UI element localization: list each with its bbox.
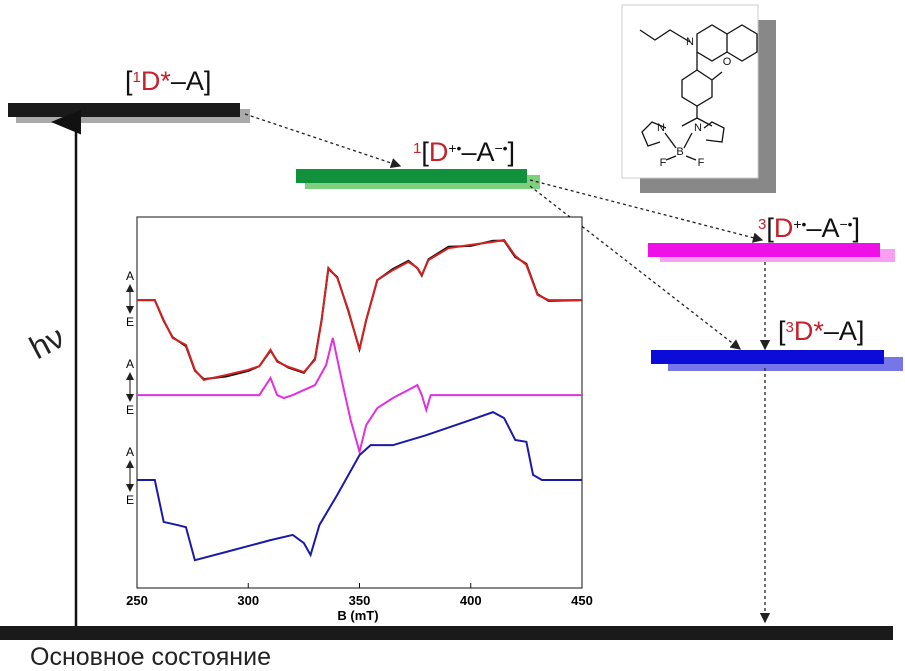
phase-label: A — [126, 445, 134, 459]
level-label: [3D*–A] — [778, 316, 864, 346]
spectrum — [137, 238, 582, 381]
phase-label: E — [126, 403, 134, 417]
excitation-label: hν — [23, 318, 70, 366]
transfer-arrow — [529, 179, 764, 243]
label-part: −• — [494, 140, 507, 156]
label-part: +• — [793, 216, 806, 232]
atom-label: N — [686, 36, 694, 48]
phase-label: A — [126, 269, 134, 283]
level-label: 1[D+•–A−•] — [413, 137, 515, 167]
label-part: [ — [766, 213, 774, 243]
atom-label: N — [657, 122, 665, 134]
transfer-arrow — [529, 185, 742, 350]
label-part: 3 — [786, 319, 794, 336]
label-part: [ — [778, 316, 786, 346]
label-part: D — [774, 213, 794, 243]
level-label: 3[D+•–A−•] — [758, 213, 860, 243]
level-t1 — [651, 350, 884, 364]
atom-label: O — [723, 56, 732, 68]
phase-label: E — [126, 493, 134, 507]
x-tick-label: 250 — [126, 593, 148, 608]
x-axis-label: B (mT) — [337, 608, 378, 623]
inset-chart: 250 300 350 400 450 A E A E A E — [126, 238, 593, 608]
level-triplet-cs — [648, 243, 880, 257]
label-part: 3 — [758, 216, 766, 233]
label-part: –A — [806, 213, 839, 243]
label-part: –A] — [171, 66, 212, 96]
label-part: D — [429, 137, 449, 167]
ground-label: Основное состояние — [30, 643, 271, 671]
molecule-structure — [639, 24, 758, 161]
level-label: [1D*–A] — [125, 66, 211, 96]
atom-label: B — [676, 146, 683, 158]
label-part: ] — [853, 213, 861, 243]
spectrum — [137, 411, 582, 562]
transfer-arrow — [244, 113, 402, 169]
inset-frame — [136, 216, 583, 589]
level-ground — [0, 626, 893, 640]
label-part: 1 — [413, 140, 421, 157]
level-singlet-cs — [296, 169, 527, 183]
atom-label: N — [694, 122, 702, 134]
label-part: D* — [794, 316, 824, 346]
phase-label: A — [126, 357, 134, 371]
spectrum — [137, 337, 582, 456]
x-tick-label: 450 — [571, 593, 593, 608]
label-part: D* — [141, 66, 171, 96]
label-part: −• — [839, 216, 852, 232]
label-part: [ — [125, 66, 133, 96]
label-part: 1 — [133, 69, 141, 86]
label-part: –A] — [824, 316, 865, 346]
x-tick-label: 400 — [460, 593, 482, 608]
atom-label: F — [660, 157, 667, 169]
level-s1 — [8, 103, 240, 117]
x-tick-label: 300 — [237, 593, 259, 608]
atom-label: F — [698, 157, 705, 169]
label-part: –A — [461, 137, 494, 167]
x-tick-label: 350 — [349, 593, 371, 608]
label-part: [ — [421, 137, 429, 167]
label-part: +• — [448, 140, 461, 156]
phase-label: E — [126, 315, 134, 329]
label-part: ] — [508, 137, 516, 167]
